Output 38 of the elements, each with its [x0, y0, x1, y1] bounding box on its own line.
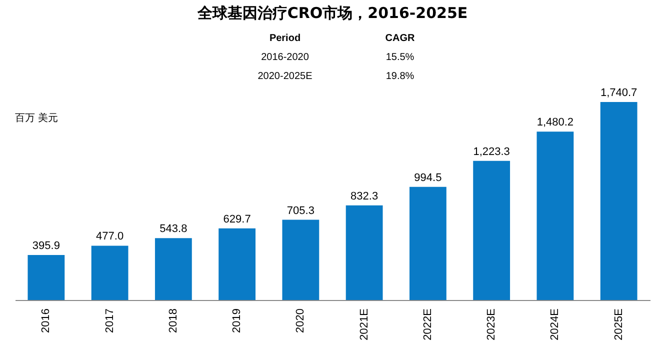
x-tick-label: 2024E	[549, 308, 562, 340]
bar	[536, 132, 574, 300]
data-label: 629.7	[223, 213, 251, 226]
data-label: 832.3	[350, 190, 378, 202]
text: 2020-2025E	[258, 71, 313, 82]
bar	[91, 246, 128, 300]
data-label: 395.9	[32, 240, 60, 252]
bar	[346, 205, 383, 300]
bar	[600, 102, 638, 300]
x-tick-label: 2023E	[486, 308, 498, 340]
bar	[282, 220, 320, 300]
x-tick-label: 2020	[294, 308, 307, 333]
x-tick-label: 2017	[104, 308, 116, 333]
text: 2016-2020	[261, 52, 310, 63]
chart-title: 全球基因治疗CRO市场，2016-2025E	[196, 4, 468, 22]
x-tick-label: 2025E	[612, 308, 625, 340]
data-label: 543.8	[160, 223, 188, 236]
data-label: 1,480.2	[536, 116, 574, 129]
data-label: 1,740.7	[600, 87, 638, 99]
x-tick-label: 2019	[231, 308, 244, 333]
data-label: 994.5	[414, 172, 442, 184]
text: 15.5%	[386, 52, 414, 63]
bar	[28, 254, 65, 300]
bar	[154, 238, 192, 300]
text: Period	[269, 33, 301, 44]
x-tick-label: 2021E	[358, 308, 370, 340]
x-tick-label: 2016	[40, 308, 52, 333]
data-label: 477.0	[96, 230, 124, 243]
y-axis-title: 百万 美元	[15, 112, 58, 124]
text: 19.8%	[386, 71, 414, 82]
text: CAGR	[385, 33, 416, 44]
data-label: 705.3	[286, 204, 314, 217]
bar	[409, 186, 446, 300]
bar	[218, 228, 256, 300]
data-label: 1,223.3	[473, 146, 510, 158]
x-tick-label: 2022E	[422, 308, 434, 340]
x-tick-label: 2018	[167, 308, 180, 333]
bar	[473, 160, 510, 300]
